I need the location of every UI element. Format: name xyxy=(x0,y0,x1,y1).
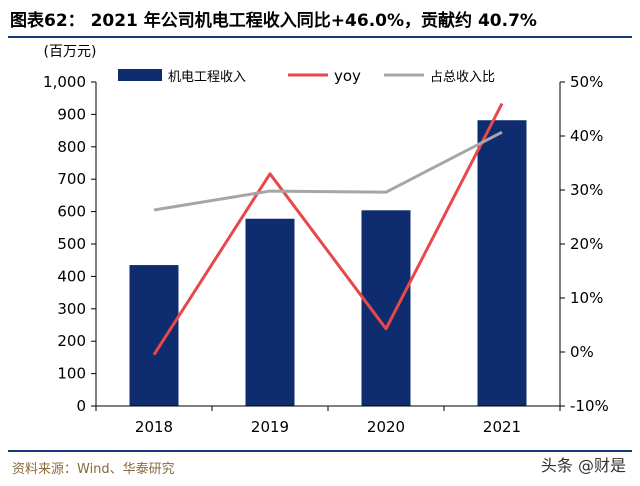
yoy-line xyxy=(152,102,504,356)
left-tick-label: 700 xyxy=(57,170,86,188)
right-tick-label: 0% xyxy=(570,343,594,361)
y-axis-unit-label: (百万元) xyxy=(44,44,97,60)
left-tick-label: 900 xyxy=(57,105,86,123)
left-tick-label: 800 xyxy=(57,138,86,156)
right-tick-label: 20% xyxy=(570,235,603,253)
right-tick-label: 40% xyxy=(570,127,603,145)
source-note: 资料来源：Wind、华泰研究 xyxy=(12,462,175,477)
chart-title: 图表62： 2021 年公司机电工程收入同比+46.0%，贡献约 40.7% xyxy=(10,11,537,31)
x-tick-label: 2018 xyxy=(135,418,173,436)
bar-2021 xyxy=(477,120,527,407)
legend-label: yoy xyxy=(334,67,361,85)
left-tick-label: 400 xyxy=(57,267,86,285)
legend-label: 占总收入比 xyxy=(430,70,495,85)
left-tick-label: 200 xyxy=(57,332,86,350)
legend-label: 机电工程收入 xyxy=(168,70,246,85)
left-tick-label: 600 xyxy=(57,203,86,221)
left-tick-label: 100 xyxy=(57,365,86,383)
right-tick-label: 10% xyxy=(570,289,603,307)
share-line xyxy=(153,130,503,212)
left-tick-label: 300 xyxy=(57,300,86,318)
x-tick-label: 2020 xyxy=(367,418,405,436)
bar-2019 xyxy=(245,218,295,406)
x-tick-label: 2019 xyxy=(251,418,289,436)
left-tick-label: 0 xyxy=(76,397,86,415)
right-tick-label: 50% xyxy=(570,73,603,91)
legend-swatch-bar xyxy=(118,69,162,81)
left-tick-label: 500 xyxy=(57,235,86,253)
right-tick-label: -10% xyxy=(570,397,609,415)
footer-divider xyxy=(8,450,632,452)
right-tick-label: 30% xyxy=(570,181,603,199)
title-divider xyxy=(8,36,632,38)
x-tick-label: 2021 xyxy=(483,418,521,436)
watermark: 头条 @财是 xyxy=(540,456,626,475)
bar-2018 xyxy=(129,265,179,406)
left-tick-label: 1,000 xyxy=(43,73,86,91)
